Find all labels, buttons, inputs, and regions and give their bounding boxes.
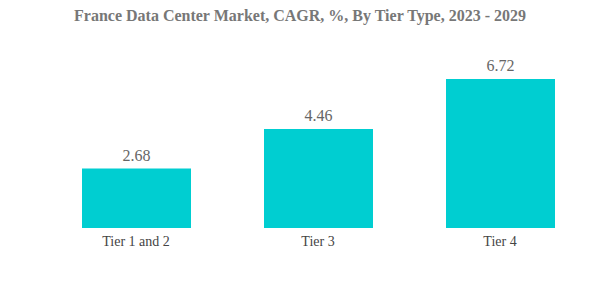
svg-text:Tier 3: Tier 3 [301,234,334,249]
svg-text:6.72: 6.72 [487,57,515,74]
svg-text:2.68: 2.68 [123,147,151,164]
svg-text:4.46: 4.46 [305,107,333,124]
svg-text:Tier 4: Tier 4 [483,234,516,249]
svg-text:Tier 1 and 2: Tier 1 and 2 [102,234,170,249]
html-text:France Data Center Market, CAG: France Data Center Market, CAGR, %, By T… [74,7,526,24]
